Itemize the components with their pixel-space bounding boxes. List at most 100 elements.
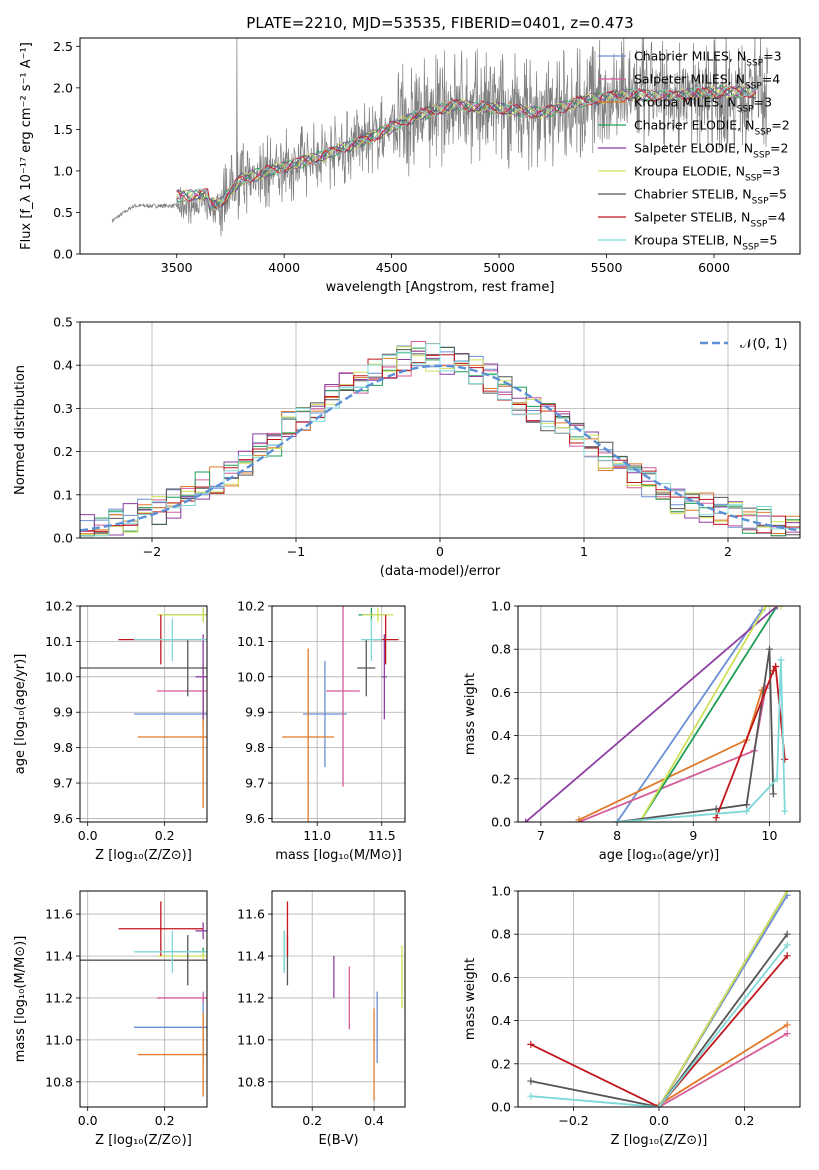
x-tick-label: 0.0 xyxy=(78,1113,98,1128)
legend-label: Chabrier MILES, NSSP=3 xyxy=(634,49,782,69)
x-tick-label: 10 xyxy=(762,828,778,843)
plot-area xyxy=(80,901,207,1097)
axes-weight-vs-Z: −0.2 0.0 0.2 0.0 0.2 0.4 0.6 0.8 1.0 Z [log₁₀(Z/Z… xyxy=(463,884,801,1148)
weight-marker xyxy=(743,801,751,809)
weight-line xyxy=(525,606,778,822)
x-tick-label: 4500 xyxy=(376,260,408,275)
x-tick-label: 0.2 xyxy=(155,828,175,843)
plot-area xyxy=(80,341,800,537)
x-axis-label: Z [log₁₀(Z/Z⊙)] xyxy=(611,1133,708,1148)
y-tick-label: 1.5 xyxy=(53,122,73,137)
legend-label: Kroupa ELODIE, NSSP=3 xyxy=(634,164,780,184)
weight-marker xyxy=(613,818,621,822)
x-tick-label: 0.2 xyxy=(155,1113,175,1128)
y-tick-label: 10.2 xyxy=(45,599,73,614)
weight-line xyxy=(639,606,778,822)
weight-marker xyxy=(655,1103,663,1107)
weight-marker xyxy=(777,606,785,610)
x-tick-label: 1 xyxy=(580,544,588,559)
weight-marker xyxy=(769,667,777,675)
axes-mass-vs-EBV: 0.2 0.4 10.8 11.0 11.2 11.4 11.6 E(B-V) xyxy=(237,890,406,1148)
x-tick-label: 5500 xyxy=(591,260,623,275)
y-axis-label: Normed distribution xyxy=(13,365,28,495)
plot-area xyxy=(527,891,791,1107)
weight-marker xyxy=(712,805,720,813)
x-tick-label: 0.2 xyxy=(735,1113,755,1128)
weight-line xyxy=(658,1024,788,1106)
axes-weight-vs-age: 7 8 9 10 0.0 0.2 0.4 0.6 0.8 1.0 age [log₁₀(age/yr… xyxy=(463,599,801,863)
weight-marker xyxy=(712,814,720,822)
weight-marker xyxy=(743,807,751,815)
x-axis-label: Z [log₁₀(Z/Z⊙)] xyxy=(95,848,192,863)
y-tick-label: 0.0 xyxy=(491,1100,511,1115)
x-axis-label: wavelength [Angstrom, rest frame] xyxy=(326,280,555,295)
y-tick-label: 0.6 xyxy=(491,970,511,985)
plot-area xyxy=(522,606,789,822)
y-tick-label: 0.4 xyxy=(53,358,73,373)
y-tick-label: 9.9 xyxy=(53,705,73,720)
x-axis-label: Z [log₁₀(Z/Z⊙)] xyxy=(95,1133,192,1148)
y-tick-label: 2.0 xyxy=(53,80,73,95)
weight-marker xyxy=(527,1077,535,1085)
weight-marker xyxy=(766,645,774,653)
y-axis-label: age [log₁₀(age/yr)] xyxy=(13,654,28,775)
weight-marker xyxy=(527,1092,535,1100)
normal-curve xyxy=(80,364,800,532)
y-axis-label: Flux [f_λ 10⁻¹⁷ erg cm⁻² s⁻¹ A⁻¹] xyxy=(19,42,34,250)
x-tick-label: 11.0 xyxy=(303,828,331,843)
weight-marker xyxy=(783,952,791,960)
weight-marker xyxy=(783,941,791,949)
x-tick-label: 6000 xyxy=(698,260,730,275)
weight-line xyxy=(530,944,788,1107)
y-tick-label: 9.7 xyxy=(245,776,265,791)
y-axis-label: mass weight xyxy=(463,958,478,1040)
weight-line xyxy=(616,609,763,822)
weight-line xyxy=(639,606,781,822)
axes-frame xyxy=(79,890,208,1108)
y-axis-label: mass [log₁₀(M/M⊙)] xyxy=(13,936,28,1063)
y-tick-label: 9.8 xyxy=(53,740,73,755)
y-tick-label: 9.6 xyxy=(53,811,73,826)
y-tick-label: 11.0 xyxy=(237,1032,265,1047)
y-tick-label: 9.7 xyxy=(53,776,73,791)
axes-spectrum: 3500 4000 4500 5000 5500 6000 0.0 0.5 1.0 1.5 2.0 2… xyxy=(19,37,801,295)
y-tick-label: 0.5 xyxy=(53,315,73,330)
legend-label: Kroupa STELIB, NSSP=5 xyxy=(634,233,778,253)
x-axis-label: (data-model)/error xyxy=(380,564,501,579)
plot-area xyxy=(80,607,207,808)
x-tick-label: 0.0 xyxy=(649,1113,669,1128)
y-tick-label: 0.4 xyxy=(491,1013,511,1028)
weight-marker xyxy=(777,656,785,664)
x-tick-label: 7 xyxy=(537,828,545,843)
axes-frame xyxy=(271,890,406,1108)
weight-marker xyxy=(575,816,583,822)
x-tick-label: 9 xyxy=(689,828,697,843)
x-axis-label: E(B-V) xyxy=(318,1133,358,1148)
legend-label: Salpeter ELODIE, NSSP=2 xyxy=(634,141,788,161)
weight-marker xyxy=(769,790,777,798)
x-tick-label: 0.2 xyxy=(302,1113,322,1128)
model-line xyxy=(176,85,757,209)
x-tick-label: 5000 xyxy=(483,260,515,275)
x-tick-label: −2 xyxy=(143,544,161,559)
y-tick-label: 10.1 xyxy=(237,634,265,649)
y-tick-label: 0.0 xyxy=(53,531,73,546)
x-tick-label: 0.0 xyxy=(78,828,98,843)
weight-line xyxy=(658,891,788,1107)
y-tick-label: 0.8 xyxy=(491,927,511,942)
weight-line xyxy=(578,689,763,821)
y-tick-label: 9.6 xyxy=(245,811,265,826)
weight-line xyxy=(530,933,788,1107)
weight-marker xyxy=(527,1040,535,1048)
y-tick-label: 11.0 xyxy=(45,1032,73,1047)
weight-marker xyxy=(781,755,789,763)
weight-line xyxy=(658,1032,788,1107)
weight-line xyxy=(617,659,786,822)
model-line xyxy=(176,86,757,210)
model-line xyxy=(176,86,757,212)
weight-marker xyxy=(783,1021,791,1029)
x-tick-label: 0 xyxy=(436,544,444,559)
y-tick-label: 11.6 xyxy=(237,907,265,922)
